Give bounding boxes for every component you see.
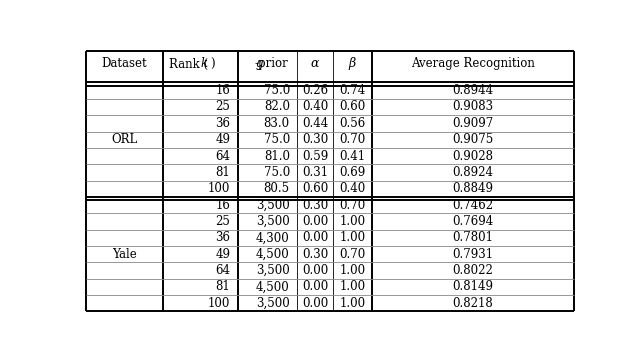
Text: 75.0: 75.0 (264, 166, 290, 179)
Text: 0.7694: 0.7694 (452, 215, 493, 228)
Text: 25: 25 (216, 100, 230, 114)
Text: 0.70: 0.70 (339, 199, 365, 211)
Text: ORL: ORL (111, 133, 138, 146)
Text: k: k (200, 57, 207, 70)
Text: 0.7931: 0.7931 (452, 248, 493, 261)
Text: 81: 81 (216, 280, 230, 293)
Text: 1.00: 1.00 (339, 231, 365, 244)
Text: 83.0: 83.0 (264, 117, 290, 130)
Text: 0.60: 0.60 (302, 182, 328, 195)
Text: 49: 49 (215, 133, 230, 146)
Text: 0.30: 0.30 (302, 199, 328, 211)
Text: 0.8849: 0.8849 (452, 182, 493, 195)
Text: 0.70: 0.70 (339, 248, 365, 261)
Text: Dataset: Dataset (102, 57, 147, 70)
Text: 3,500: 3,500 (256, 215, 290, 228)
Text: 0.9097: 0.9097 (452, 117, 493, 130)
Text: 0.44: 0.44 (302, 117, 328, 130)
Text: 0.00: 0.00 (302, 280, 328, 293)
Text: 100: 100 (208, 297, 230, 310)
Text: 100: 100 (208, 182, 230, 195)
Text: 1.00: 1.00 (339, 215, 365, 228)
Text: 0.26: 0.26 (302, 84, 328, 97)
Text: 0.40: 0.40 (339, 182, 365, 195)
Text: 4,500: 4,500 (256, 248, 290, 261)
Text: 0.9083: 0.9083 (452, 100, 493, 114)
Text: Average Recognition: Average Recognition (411, 57, 534, 70)
Text: 0.9075: 0.9075 (452, 133, 493, 146)
Text: 0.00: 0.00 (302, 264, 328, 277)
Text: 0.30: 0.30 (302, 248, 328, 261)
Text: 64: 64 (215, 264, 230, 277)
Text: 0.31: 0.31 (302, 166, 328, 179)
Text: ): ) (211, 57, 215, 70)
Text: 0.70: 0.70 (339, 133, 365, 146)
Text: 81: 81 (216, 166, 230, 179)
Text: Rank (: Rank ( (168, 57, 208, 70)
Text: 75.0: 75.0 (264, 84, 290, 97)
Text: 0.59: 0.59 (302, 150, 328, 163)
Text: 3,500: 3,500 (256, 199, 290, 211)
Text: 25: 25 (216, 215, 230, 228)
Text: 0.56: 0.56 (339, 117, 365, 130)
Text: 4,300: 4,300 (256, 231, 290, 244)
Text: 0.00: 0.00 (302, 215, 328, 228)
Text: 64: 64 (215, 150, 230, 163)
Text: 0.8924: 0.8924 (452, 166, 493, 179)
Text: 0.8022: 0.8022 (452, 264, 493, 277)
Text: 0.8149: 0.8149 (452, 280, 493, 293)
Text: β: β (349, 57, 356, 70)
Text: 0.00: 0.00 (302, 297, 328, 310)
Text: 3,500: 3,500 (256, 264, 290, 277)
Text: 0.74: 0.74 (339, 84, 365, 97)
Text: 0.30: 0.30 (302, 133, 328, 146)
Text: 82.0: 82.0 (264, 100, 290, 114)
Text: 0.00: 0.00 (302, 231, 328, 244)
Text: 16: 16 (216, 84, 230, 97)
Text: 3,500: 3,500 (256, 297, 290, 310)
Text: 0.40: 0.40 (302, 100, 328, 114)
Text: 1.00: 1.00 (339, 264, 365, 277)
Text: 4,500: 4,500 (256, 280, 290, 293)
Text: 0.60: 0.60 (339, 100, 365, 114)
Text: 0.8218: 0.8218 (452, 297, 493, 310)
Text: g: g (255, 57, 263, 70)
Text: 0.41: 0.41 (339, 150, 365, 163)
Text: 36: 36 (215, 117, 230, 130)
Text: 1.00: 1.00 (339, 280, 365, 293)
Text: 0.8944: 0.8944 (452, 84, 493, 97)
Text: 49: 49 (215, 248, 230, 261)
Text: 36: 36 (215, 231, 230, 244)
Text: 75.0: 75.0 (264, 133, 290, 146)
Text: α: α (311, 57, 319, 70)
Text: 0.69: 0.69 (339, 166, 365, 179)
Text: -prior: -prior (255, 57, 289, 70)
Text: 16: 16 (216, 199, 230, 211)
Text: 0.7462: 0.7462 (452, 199, 493, 211)
Text: 81.0: 81.0 (264, 150, 290, 163)
Text: 0.9028: 0.9028 (452, 150, 493, 163)
Text: 0.7801: 0.7801 (452, 231, 493, 244)
Text: 80.5: 80.5 (264, 182, 290, 195)
Text: 1.00: 1.00 (339, 297, 365, 310)
Text: Yale: Yale (112, 248, 137, 261)
